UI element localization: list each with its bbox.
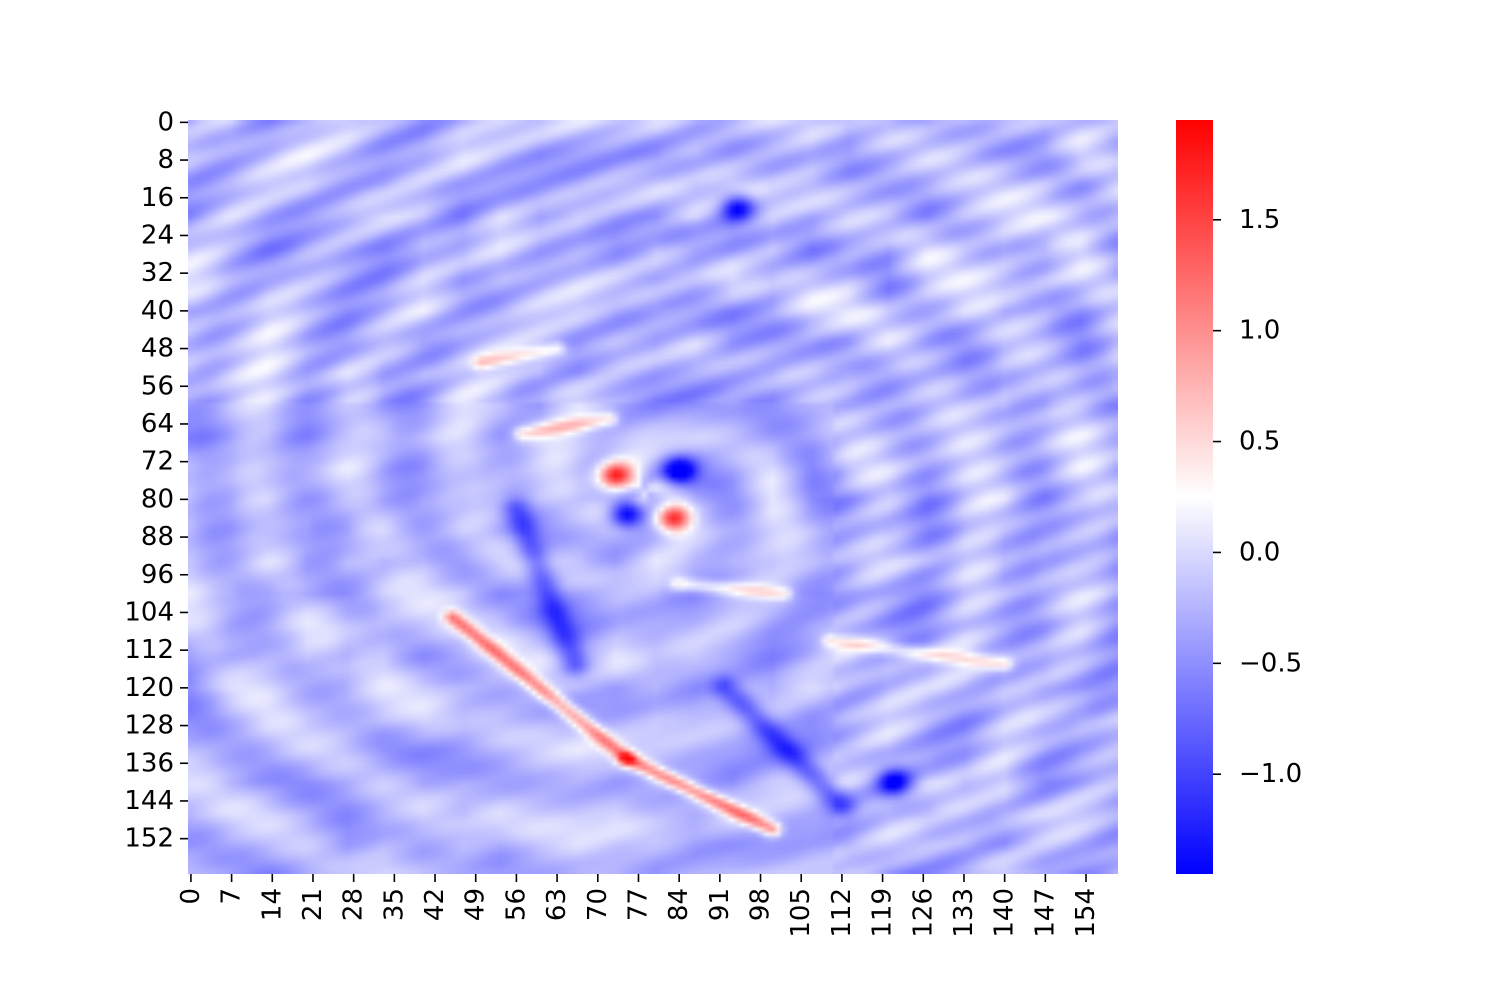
x-tick-label: 140 bbox=[990, 888, 1020, 938]
x-tick-label: 63 bbox=[542, 888, 572, 921]
y-tick-label: 48 bbox=[141, 334, 174, 364]
x-tick-label: 84 bbox=[664, 888, 694, 921]
x-axis: 0 7 14 21 28 35 42 49 56 63 70 77 84 91 98 105 112 119 126… bbox=[176, 874, 1101, 938]
heatmap-area bbox=[188, 120, 1118, 874]
colorbar-tick-label: 1.0 bbox=[1239, 316, 1280, 346]
y-tick-label: 56 bbox=[141, 371, 174, 401]
x-tick-label: 98 bbox=[746, 888, 776, 921]
colorbar bbox=[1176, 120, 1213, 874]
y-tick-label: 40 bbox=[141, 296, 174, 326]
x-tick-label: 0 bbox=[176, 888, 206, 905]
x-tick-label: 147 bbox=[1030, 888, 1060, 938]
y-axis: 0 8 16 24 32 40 48 56 64 72 80 88 96 104 112 120 128 136 1… bbox=[124, 107, 188, 854]
x-tick-label: 42 bbox=[420, 888, 450, 921]
x-tick-label: 133 bbox=[949, 888, 979, 938]
colorbar-tick-label: −0.5 bbox=[1239, 648, 1302, 678]
x-tick-label: 119 bbox=[868, 888, 898, 938]
colorbar-tick-label: −1.0 bbox=[1239, 759, 1302, 789]
x-tick-label: 91 bbox=[705, 888, 735, 921]
y-tick-label: 64 bbox=[141, 409, 174, 439]
y-tick-label: 88 bbox=[141, 522, 174, 552]
y-tick-label: 8 bbox=[157, 145, 174, 175]
y-tick-label: 128 bbox=[124, 711, 174, 741]
x-tick-label: 112 bbox=[827, 888, 857, 938]
colorbar-tick-label: 1.5 bbox=[1239, 205, 1280, 235]
x-tick-label: 154 bbox=[1071, 888, 1101, 938]
y-tick-label: 80 bbox=[141, 484, 174, 514]
x-tick-label: 126 bbox=[908, 888, 938, 938]
colorbar-tick-label: 0.5 bbox=[1239, 427, 1280, 457]
y-tick-label: 136 bbox=[124, 748, 174, 778]
y-tick-label: 152 bbox=[124, 824, 174, 854]
y-tick-label: 96 bbox=[141, 560, 174, 590]
x-tick-label: 77 bbox=[623, 888, 653, 921]
x-tick-label: 35 bbox=[379, 888, 409, 921]
y-tick-label: 0 bbox=[157, 107, 174, 137]
x-tick-label: 7 bbox=[217, 888, 247, 905]
y-tick-label: 32 bbox=[141, 258, 174, 288]
x-tick-label: 49 bbox=[461, 888, 491, 921]
y-tick-label: 16 bbox=[141, 183, 174, 213]
y-tick-label: 72 bbox=[141, 447, 174, 477]
x-tick-label: 14 bbox=[257, 888, 287, 921]
x-tick-label: 70 bbox=[583, 888, 613, 921]
y-tick-label: 24 bbox=[141, 220, 174, 250]
colorbar-ticks: −1.0 −0.5 0.0 0.5 1.0 1.5 bbox=[1213, 205, 1302, 789]
x-tick-label: 21 bbox=[298, 888, 328, 921]
x-tick-label: 105 bbox=[786, 888, 816, 938]
colorbar-tick-label: 0.0 bbox=[1239, 537, 1280, 567]
x-tick-label: 28 bbox=[339, 888, 369, 921]
y-tick-label: 112 bbox=[124, 635, 174, 665]
heatmap-canvas bbox=[188, 120, 1118, 874]
y-tick-label: 120 bbox=[124, 673, 174, 703]
y-tick-label: 144 bbox=[124, 786, 174, 816]
y-tick-label: 104 bbox=[124, 597, 174, 627]
x-tick-label: 56 bbox=[501, 888, 531, 921]
